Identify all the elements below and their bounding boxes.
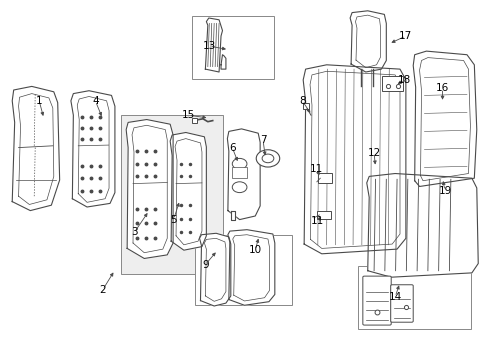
Polygon shape — [349, 11, 386, 72]
Text: 17: 17 — [398, 31, 412, 41]
Text: 16: 16 — [435, 83, 448, 93]
Circle shape — [232, 182, 246, 193]
Text: 2: 2 — [99, 285, 106, 295]
Polygon shape — [126, 120, 173, 258]
Polygon shape — [12, 86, 60, 211]
Polygon shape — [412, 51, 476, 186]
Bar — [191, 16, 273, 79]
Circle shape — [256, 150, 279, 167]
Bar — [121, 115, 223, 274]
Polygon shape — [205, 18, 222, 72]
Bar — [317, 173, 331, 183]
Polygon shape — [227, 129, 260, 220]
Polygon shape — [71, 91, 115, 207]
Polygon shape — [303, 65, 405, 254]
Text: 6: 6 — [228, 143, 235, 153]
Text: 5: 5 — [170, 215, 177, 225]
Text: 11: 11 — [309, 164, 323, 174]
Bar — [231, 167, 247, 178]
Text: 15: 15 — [181, 110, 195, 120]
Bar — [194, 235, 292, 305]
Text: 7: 7 — [259, 135, 266, 145]
Bar — [382, 76, 402, 91]
FancyBboxPatch shape — [390, 285, 412, 322]
Text: 4: 4 — [92, 96, 99, 106]
Text: 18: 18 — [397, 75, 411, 85]
FancyBboxPatch shape — [362, 276, 390, 325]
Polygon shape — [221, 55, 225, 69]
Text: 13: 13 — [202, 41, 216, 51]
Text: 12: 12 — [366, 148, 380, 158]
Bar — [357, 266, 470, 329]
Text: 10: 10 — [248, 245, 261, 255]
Polygon shape — [366, 174, 477, 277]
Bar — [317, 211, 330, 219]
Polygon shape — [170, 132, 206, 250]
Bar — [192, 118, 197, 123]
Text: 14: 14 — [387, 292, 401, 302]
Text: 9: 9 — [202, 260, 208, 270]
Polygon shape — [230, 211, 234, 220]
Text: 1: 1 — [36, 96, 42, 106]
Text: 8: 8 — [298, 96, 305, 106]
Text: 19: 19 — [437, 186, 451, 196]
Text: 3: 3 — [131, 227, 138, 237]
Circle shape — [232, 158, 246, 169]
Polygon shape — [227, 230, 274, 305]
Circle shape — [262, 154, 273, 163]
Text: 11: 11 — [310, 216, 324, 226]
Polygon shape — [199, 233, 230, 306]
